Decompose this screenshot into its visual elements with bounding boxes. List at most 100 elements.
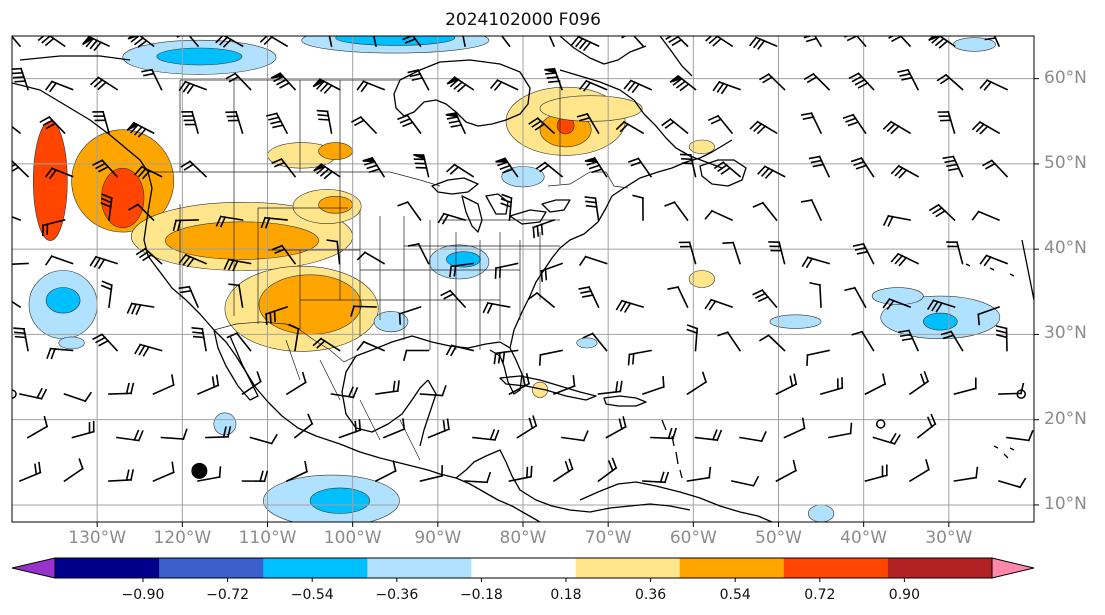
barb-staff [108,392,132,395]
wind-barb [266,112,289,135]
wind-barb [89,255,119,270]
barb-tick [901,337,914,342]
barb-tick [135,303,142,316]
barb-tick [36,387,43,399]
anomaly-patch [318,196,353,214]
barb-tick [806,76,818,84]
barb-tick [449,78,460,88]
barb-tick [979,79,989,90]
barb-tick [564,460,570,473]
barb-tick [266,112,278,117]
barb-tick [671,427,678,440]
barb-tick [100,202,112,208]
anomaly-patch [58,336,85,350]
barb-staff [860,330,875,352]
barb-flag [495,157,509,163]
barb-tick [752,201,764,208]
barb-tick [445,344,453,356]
barb-tick [844,286,856,292]
barb-tick [12,71,24,75]
arctic-islands-coastline [19,36,693,77]
barb-tick [619,300,628,312]
barb-staff [806,349,830,357]
barb-staff [953,476,978,482]
barb-tick [576,113,589,118]
wind-barb [995,325,1008,352]
barb-tick [764,169,774,179]
barb-staff [372,36,377,47]
wind-barb [679,153,697,178]
barb-tick [304,460,308,473]
barb-tick [942,334,955,340]
barb-tick [802,31,812,34]
barb-tick [586,160,599,166]
wind-barb [39,115,66,135]
barb-tick [757,165,767,175]
wind-barb [844,286,867,309]
barb-tick [802,116,815,120]
wind-barb [623,79,653,94]
barb-tick [440,289,452,297]
wind-barb [704,209,734,222]
barb-staff [238,284,244,308]
barb-tick [1027,430,1034,442]
barb-tick [485,471,492,484]
barb-tick [789,375,794,388]
wind-barbs [12,29,1034,489]
wind-barb [946,241,964,265]
wind-barb [397,200,422,222]
barb-tick [315,80,326,90]
barb-tick [498,266,502,278]
barb-tick [615,299,623,311]
barb-tick [493,352,497,365]
barb-tick [928,203,940,212]
barb-tick [886,30,895,35]
barb-tick [930,413,937,426]
barb-tick [443,292,455,300]
wind-barb [92,159,119,178]
wind-barb [313,163,341,180]
barb-tick [316,339,326,349]
barb-staff [953,387,977,395]
wind-barb [872,432,901,445]
barb-tick [191,327,204,330]
wind-barb [89,76,119,91]
wind-barb [44,255,74,266]
barb-tick [49,81,58,93]
wind-barb [494,262,519,279]
us-canada-border [148,171,629,189]
wind-barb [495,157,519,178]
barb-staff [993,36,1001,48]
barb-staff [819,284,822,308]
wind-barb [482,301,511,314]
barb-tick [100,284,113,291]
barb-tick [215,215,222,227]
barb-tick [578,255,587,267]
barb-staff [136,203,155,222]
colorbar-bin [55,558,160,578]
barb-tick [218,466,222,478]
barb-tick [851,75,863,83]
barb-staff [197,476,221,482]
barb-tick [219,36,229,46]
barb-tick [89,255,98,267]
barb-tick [925,459,930,471]
barb-tick [350,305,355,317]
wind-barb [152,461,175,483]
anomaly-patch [45,287,81,314]
wind-barb [260,216,288,229]
wind-barb [759,73,786,91]
barb-tick [886,299,895,310]
wind-barb [356,80,386,93]
longitude-label: 110°W [238,528,297,548]
colorbar-tick-label: −0.90 [121,587,165,603]
latitude-label: 50°N [1044,152,1087,173]
barb-tick [273,161,286,168]
barb-tick [582,294,594,298]
barb-tick [356,80,365,91]
wind-barb [81,36,111,52]
barb-tick [975,123,985,133]
barb-tick [842,29,851,33]
barb-tick [679,82,690,92]
barb-staff [285,381,307,396]
